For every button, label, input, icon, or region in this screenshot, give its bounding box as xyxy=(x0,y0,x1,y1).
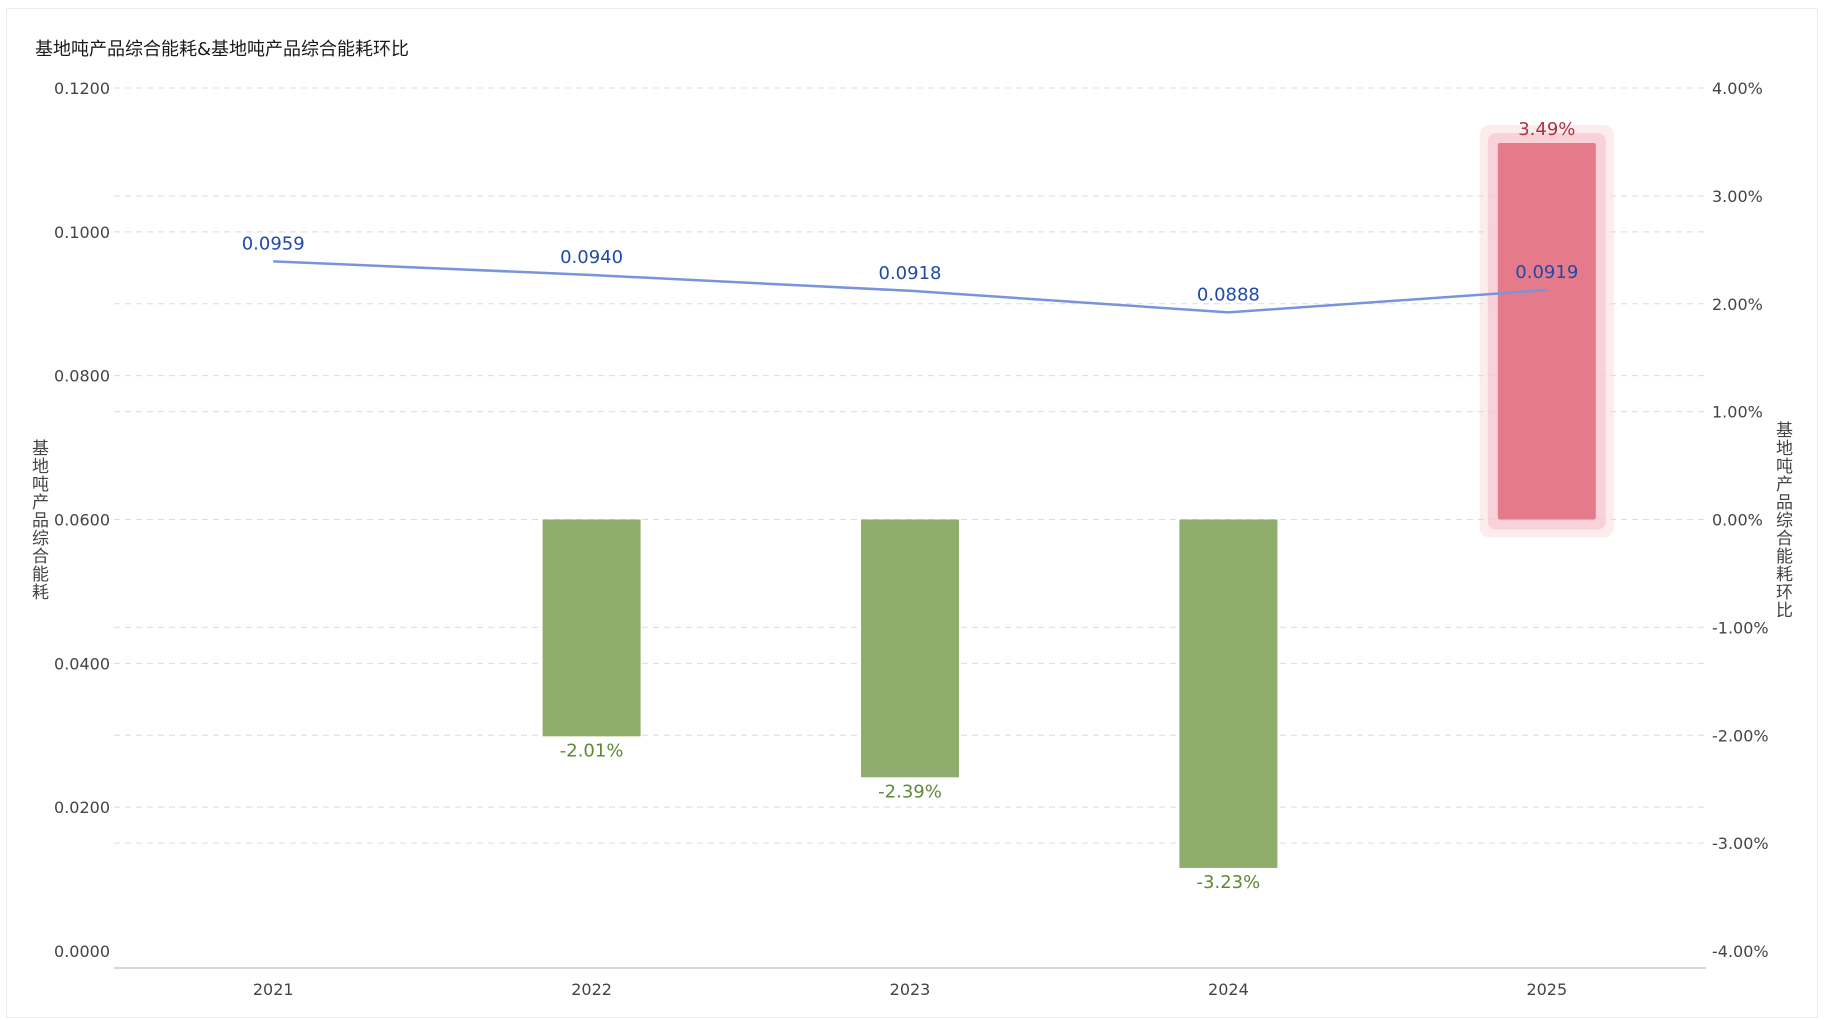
x-tick-label: 2022 xyxy=(571,980,612,999)
y-left-tick-label: 0.0000 xyxy=(54,942,110,961)
bar-data-label: -2.01% xyxy=(560,740,624,761)
x-tick-label: 2024 xyxy=(1208,980,1249,999)
y-right-tick-label: -2.00% xyxy=(1712,726,1769,745)
y-left-tick-label: 0.0600 xyxy=(54,511,110,530)
y-left-tick-label: 0.1200 xyxy=(54,79,110,98)
y-left-tick-label: 0.0400 xyxy=(54,654,110,673)
x-tick-label: 2025 xyxy=(1526,980,1567,999)
y-left-tick-label: 0.1000 xyxy=(54,223,110,242)
bar-data-label: -3.23% xyxy=(1197,872,1261,893)
y-right-tick-label: 1.00% xyxy=(1712,403,1763,422)
bar xyxy=(1497,143,1596,520)
line-series xyxy=(273,260,1547,314)
bar xyxy=(861,519,959,778)
y-left-tick-label: 0.0800 xyxy=(54,367,110,386)
line-data-label: 0.0918 xyxy=(879,263,942,284)
y-left-tick-label: 0.0200 xyxy=(54,798,110,817)
bar-data-label: -2.39% xyxy=(878,781,942,802)
y-left-axis-title: 基地吨产品综合能耗 xyxy=(28,439,49,601)
y-right-tick-label: 0.00% xyxy=(1712,511,1763,530)
y-right-tick-label: -1.00% xyxy=(1712,618,1769,637)
chart-title: 基地吨产品综合能耗&基地吨产品综合能耗环比 xyxy=(35,39,410,60)
y-right-axis-title: 基地吨产品综合能耗环比 xyxy=(1772,421,1793,619)
y-right-tick-label: -4.00% xyxy=(1712,942,1769,961)
line-data-label: 0.0919 xyxy=(1515,262,1578,283)
bar-data-label: 3.49% xyxy=(1518,119,1575,140)
y-right-tick-label: 4.00% xyxy=(1712,79,1763,98)
x-tick-label: 2021 xyxy=(253,980,294,999)
line-data-label: 0.0959 xyxy=(242,233,305,254)
x-tick-label: 2023 xyxy=(890,980,931,999)
y-right-tick-label: -3.00% xyxy=(1712,834,1769,853)
line-data-label: 0.0888 xyxy=(1197,284,1260,305)
bar xyxy=(542,519,641,737)
line-data-label: 0.0940 xyxy=(560,247,623,268)
bar xyxy=(1179,519,1278,868)
y-right-tick-label: 2.00% xyxy=(1712,295,1763,314)
y-right-tick-label: 3.00% xyxy=(1712,187,1763,206)
